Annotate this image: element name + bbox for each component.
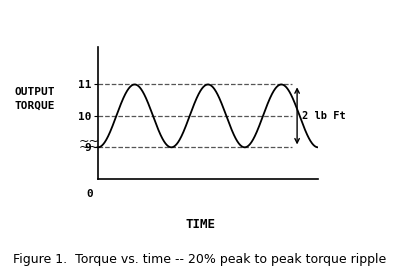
- Text: ~~: ~~: [78, 141, 99, 154]
- Text: TIME: TIME: [185, 218, 215, 231]
- Text: 2 lb Ft: 2 lb Ft: [302, 111, 345, 121]
- Text: Figure 1.  Torque vs. time -- 20% peak to peak torque ripple: Figure 1. Torque vs. time -- 20% peak to…: [13, 253, 387, 266]
- Text: ~~: ~~: [78, 135, 99, 148]
- Text: 0: 0: [87, 189, 93, 199]
- Text: OUTPUT
TORQUE: OUTPUT TORQUE: [14, 87, 54, 111]
